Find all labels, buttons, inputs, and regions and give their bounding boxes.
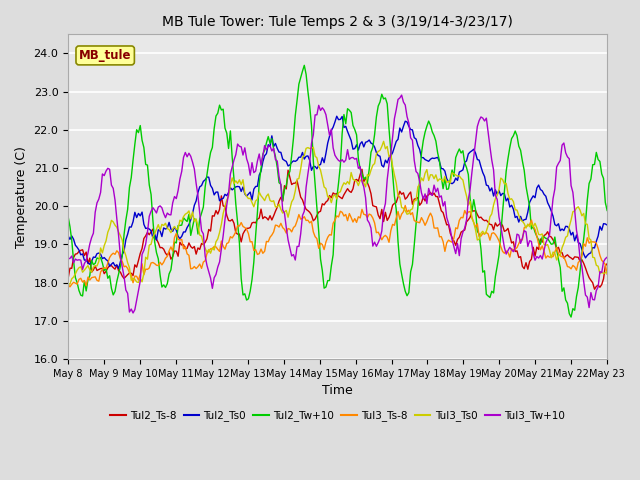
Y-axis label: Temperature (C): Temperature (C)	[15, 146, 28, 248]
Legend: Tul2_Ts-8, Tul2_Ts0, Tul2_Tw+10, Tul3_Ts-8, Tul3_Ts0, Tul3_Tw+10: Tul2_Ts-8, Tul2_Ts0, Tul2_Tw+10, Tul3_Ts…	[106, 406, 570, 426]
Text: MB_tule: MB_tule	[79, 49, 131, 62]
Title: MB Tule Tower: Tule Temps 2 & 3 (3/19/14-3/23/17): MB Tule Tower: Tule Temps 2 & 3 (3/19/14…	[162, 15, 513, 29]
X-axis label: Time: Time	[323, 384, 353, 397]
